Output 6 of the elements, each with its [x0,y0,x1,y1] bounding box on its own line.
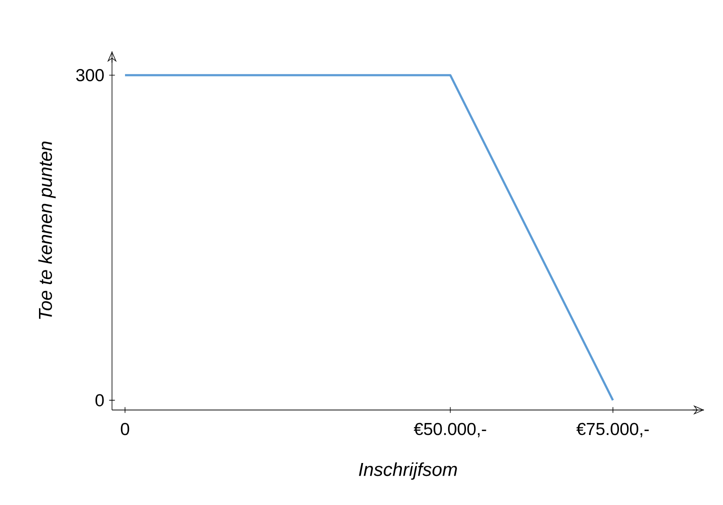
x-tick-label: €50.000,- [414,422,486,438]
y-axis-title: Toe te kennen punten [38,142,56,319]
x-tick-label: €75.000,- [576,422,649,438]
x-tick-label: 0 [120,422,130,436]
y-tick-label: 300 [76,69,104,82]
x-axis-title: Inschrijfsom [358,462,457,480]
